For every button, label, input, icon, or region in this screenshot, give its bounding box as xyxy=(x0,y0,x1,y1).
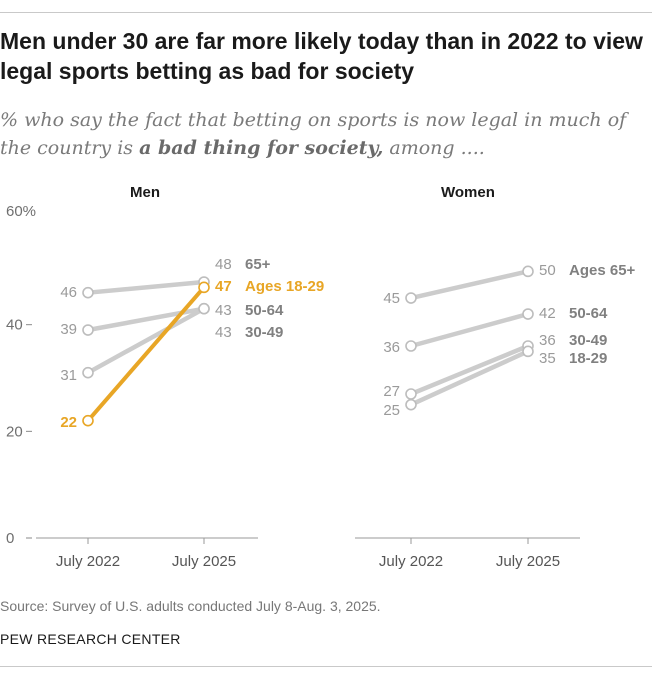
series-label: 18-29 xyxy=(569,350,607,367)
source-note: Source: Survey of U.S. adults conducted … xyxy=(0,598,381,614)
y-tick-label: 60% xyxy=(6,203,36,220)
data-label: 25 xyxy=(383,402,400,419)
series-line xyxy=(85,306,207,375)
data-label: 43 xyxy=(215,324,232,341)
data-point xyxy=(405,340,417,352)
data-label: 42 xyxy=(539,305,556,322)
data-label: 50 xyxy=(539,262,556,279)
series-line xyxy=(408,349,531,407)
chart-title: Men under 30 are far more likely today t… xyxy=(0,28,643,84)
x-tick-label: July 2022 xyxy=(56,553,120,570)
data-point xyxy=(82,414,94,427)
series-line xyxy=(85,279,207,295)
data-point xyxy=(82,286,94,299)
series-label: 30-49 xyxy=(245,324,283,341)
series-line xyxy=(408,343,531,397)
series-label: 50-64 xyxy=(569,305,608,322)
data-label: 46 xyxy=(60,284,77,301)
data-label: 35 xyxy=(539,350,556,367)
y-tick-label: 20 xyxy=(6,423,23,440)
data-label: 39 xyxy=(60,321,77,338)
data-point xyxy=(82,324,94,336)
x-tick-label: July 2025 xyxy=(172,553,236,570)
data-label: 45 xyxy=(383,290,400,307)
data-label: 36 xyxy=(383,339,400,356)
data-label: 36 xyxy=(539,332,556,349)
data-point xyxy=(405,292,417,304)
data-point xyxy=(198,281,210,294)
y-tick-label: 40 xyxy=(6,317,23,334)
series-label: 30-49 xyxy=(569,332,607,349)
series-label: Ages 65+ xyxy=(569,262,636,279)
slope-chart: 60% 40 20 0 July 2022 July 2025 46 39 31 22 48 65+ 4… xyxy=(6,203,636,570)
y-tick-label: 0 xyxy=(6,530,14,547)
chart-subtitle: % who say the fact that betting on sport… xyxy=(0,106,645,162)
x-tick-label: July 2025 xyxy=(496,553,560,570)
bottom-rule xyxy=(0,666,652,667)
brand-label: PEW RESEARCH CENTER xyxy=(0,631,181,647)
subtitle-text-1: % who say the fact that betting on sport… xyxy=(0,109,627,159)
data-point xyxy=(522,265,534,278)
series-label: 65+ xyxy=(245,256,271,273)
series-line xyxy=(408,269,531,301)
data-label: 43 xyxy=(215,302,232,319)
data-label: 27 xyxy=(383,383,400,400)
panel-title-women: Women xyxy=(441,184,495,201)
top-rule xyxy=(0,12,652,13)
data-point xyxy=(522,345,534,358)
data-point xyxy=(405,388,417,400)
data-label: 48 xyxy=(215,256,232,273)
data-label: 31 xyxy=(60,367,77,384)
series-label: Ages 18-29 xyxy=(245,278,324,295)
series-label: 50-64 xyxy=(245,302,284,319)
data-point xyxy=(82,366,94,379)
subtitle-text-2: among .... xyxy=(383,137,485,159)
subtitle-emphasis: a bad thing for society, xyxy=(139,137,384,159)
panel-title-men: Men xyxy=(130,184,160,201)
x-tick-label: July 2022 xyxy=(379,553,443,570)
data-point xyxy=(198,302,210,315)
data-point xyxy=(405,398,417,411)
data-point xyxy=(522,308,534,320)
series-line xyxy=(408,311,531,349)
data-label: 47 xyxy=(215,278,232,295)
series-line xyxy=(86,285,206,423)
data-label: 22 xyxy=(60,414,77,431)
